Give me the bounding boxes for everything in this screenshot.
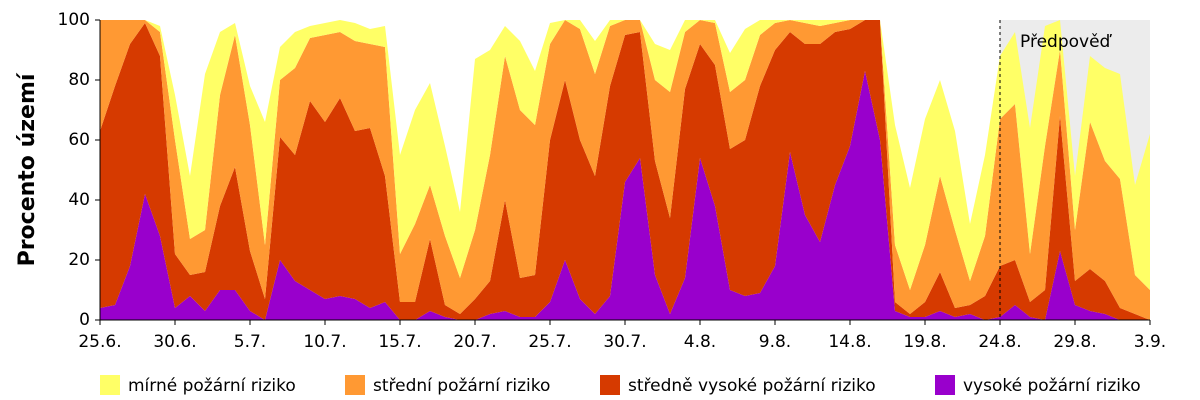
x-tick-label: 25.7.: [528, 332, 571, 352]
x-tick-label: 30.6.: [153, 332, 196, 352]
y-axis-label: Procento území: [15, 72, 40, 266]
legend-label: mírné požární riziko: [128, 376, 296, 396]
legend-label: středně vysoké požární riziko: [628, 376, 876, 396]
y-tick-label: 40: [68, 190, 90, 210]
x-tick-label: 29.8.: [1053, 332, 1096, 352]
x-tick-label: 14.8.: [828, 332, 871, 352]
legend-swatch: [935, 375, 955, 395]
legend-swatch: [100, 375, 120, 395]
area: [100, 71, 1150, 320]
x-tick-label: 5.7.: [234, 332, 266, 352]
y-tick-label: 20: [68, 250, 90, 270]
x-tick-label: 4.8.: [684, 332, 716, 352]
y-tick-label: 80: [68, 70, 90, 90]
area: [100, 20, 1150, 320]
x-tick-label: 20.7.: [453, 332, 496, 352]
area: [100, 20, 1150, 290]
legend-swatch: [600, 375, 620, 395]
y-tick-label: 0: [79, 310, 90, 330]
x-tick-label: 10.7.: [303, 332, 346, 352]
forecast-label: Předpověď: [1020, 32, 1113, 52]
x-tick-label: 19.8.: [903, 332, 946, 352]
x-tick-label: 3.9.: [1134, 332, 1166, 352]
x-tick-label: 24.8.: [978, 332, 1021, 352]
x-tick-label: 30.7.: [603, 332, 646, 352]
legend-swatch: [345, 375, 365, 395]
y-tick-label: 100: [58, 10, 90, 30]
y-tick-label: 60: [68, 130, 90, 150]
x-tick-label: 9.8.: [759, 332, 791, 352]
x-tick-label: 25.6.: [78, 332, 121, 352]
legend-label: střední požární riziko: [373, 376, 550, 396]
area: [100, 20, 1150, 320]
legend-label: vysoké požární riziko: [963, 376, 1141, 396]
x-tick-label: 15.7.: [378, 332, 421, 352]
